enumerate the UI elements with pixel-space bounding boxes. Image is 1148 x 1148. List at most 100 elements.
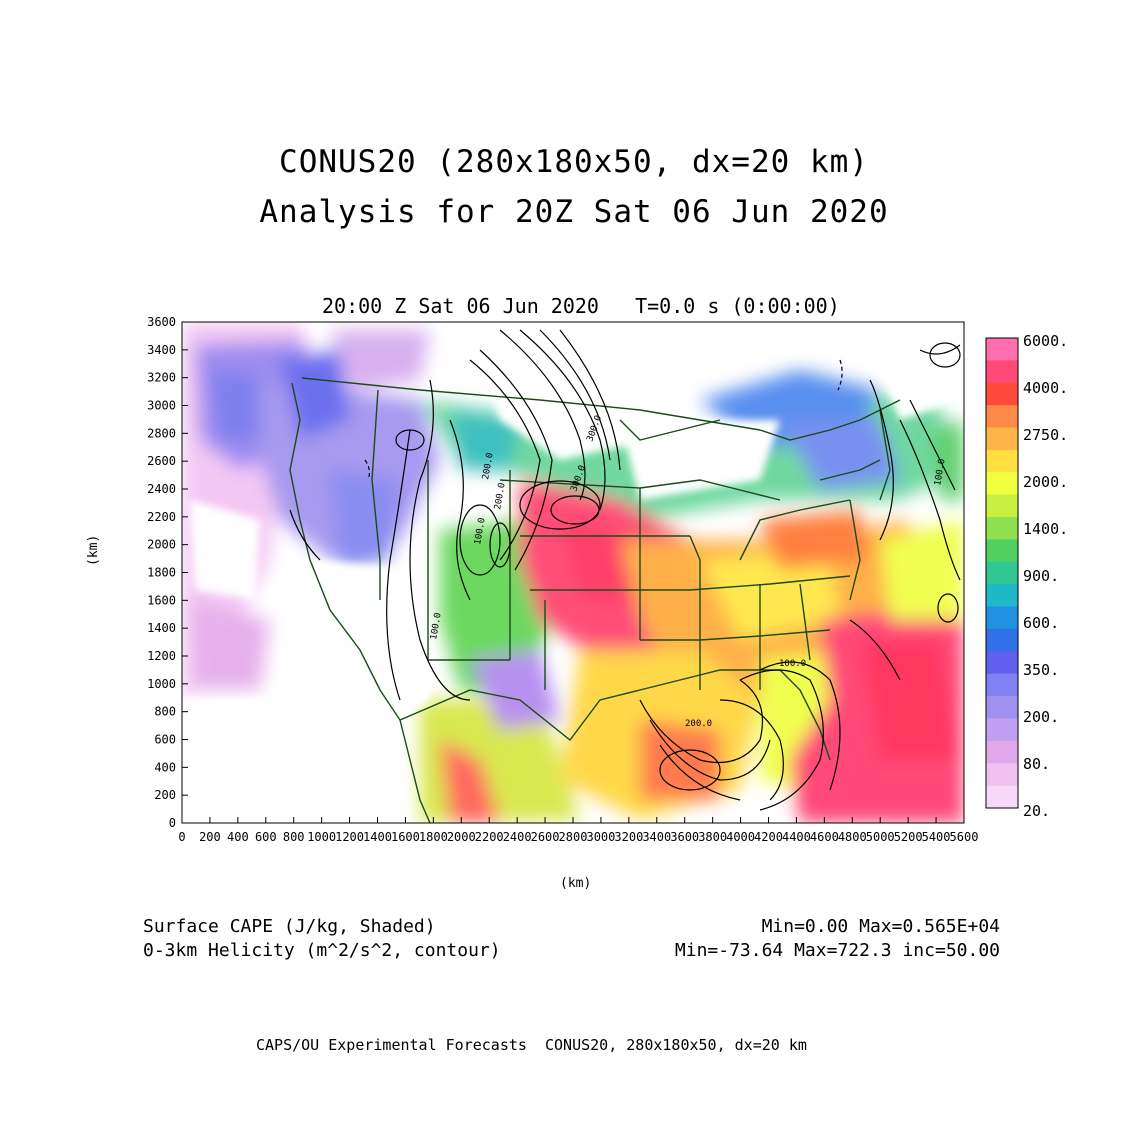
contour-label: 100.0: [429, 612, 444, 640]
x-axis-unit: (km): [560, 876, 592, 891]
x-tick-label: 3400: [642, 830, 671, 844]
colorbar-label: 2750.: [1023, 426, 1069, 444]
y-tick-label: 1600: [147, 593, 176, 607]
x-tick-label: 400: [227, 830, 249, 844]
colorbar-swatch: [986, 785, 1018, 809]
x-tick-label: 3600: [670, 830, 699, 844]
contour-label: 100.0: [779, 659, 806, 669]
y-tick-label: 200: [154, 788, 176, 802]
x-tick-label: 200: [199, 830, 221, 844]
colorbar-swatch: [986, 338, 1018, 361]
colorbar-swatch: [986, 360, 1018, 384]
map-boundaries: [289, 377, 901, 823]
y-tick-label: 800: [154, 705, 176, 719]
x-tick-label: 4000: [726, 830, 755, 844]
x-tick-label: 4800: [838, 830, 867, 844]
x-tick-label: 3000: [586, 830, 615, 844]
y-tick-label: 2200: [147, 510, 176, 524]
y-tick-label: 3600: [147, 315, 176, 329]
colorbar-swatch: [986, 740, 1018, 764]
colorbar-swatch: [986, 539, 1018, 563]
colorbar-label: 20.: [1023, 802, 1051, 820]
contour-label: 100.0: [933, 458, 948, 486]
y-tick-label: 3000: [147, 399, 176, 413]
x-tick-label: 0: [178, 830, 185, 844]
x-tick-label: 1200: [335, 830, 364, 844]
x-tick-label: 4200: [754, 830, 783, 844]
x-tick-label: 1800: [419, 830, 448, 844]
y-tick-label: 1400: [147, 621, 176, 635]
contour-label: 200.0: [481, 452, 496, 480]
x-tick-label: 600: [255, 830, 277, 844]
colorbar-swatch: [986, 606, 1018, 630]
colorbar-swatch: [986, 449, 1018, 473]
x-tick-label: 5400: [922, 830, 951, 844]
colorbar-label: 900.: [1023, 567, 1060, 585]
helicity-stats: Min=-73.64 Max=722.3 inc=50.00: [674, 940, 1000, 961]
y-tick-label: 2000: [147, 538, 176, 552]
cape-stats: Min=0.00 Max=0.565E+04: [761, 916, 1000, 937]
x-tick-label: 2400: [503, 830, 532, 844]
contour-label: 200.0: [685, 719, 712, 729]
x-tick-label: 2200: [475, 830, 504, 844]
title-line-2: Analysis for 20Z Sat 06 Jun 2020: [259, 194, 889, 230]
helicity-label: 0-3km Helicity (m^2/s^2, contour): [143, 940, 501, 961]
colorbar-label: 1400.: [1023, 520, 1069, 538]
colorbar: [985, 337, 1019, 809]
y-tick-label: 2400: [147, 482, 176, 496]
x-tick-label: 5600: [950, 830, 979, 844]
x-tick-label: 2600: [531, 830, 560, 844]
x-tick-label: 1600: [391, 830, 420, 844]
colorbar-swatch: [986, 382, 1018, 406]
x-tick-label: 5200: [894, 830, 923, 844]
y-tick-label: 3200: [147, 371, 176, 385]
colorbar-swatch: [986, 517, 1018, 540]
contour-label: 200.0: [493, 482, 508, 510]
colorbar-label: 80.: [1023, 755, 1051, 773]
colorbar-swatch: [986, 763, 1018, 787]
y-tick-label: 1200: [147, 649, 176, 663]
x-tick-label: 800: [283, 830, 305, 844]
colorbar-label: 2000.: [1023, 473, 1069, 491]
y-axis: 0 200 400 600 800 1000 1200 1400 1600 1800 2000 220…: [147, 315, 188, 830]
colorbar-swatch: [986, 561, 1018, 585]
title-line-1: CONUS20 (280x180x50, dx=20 km): [279, 144, 869, 180]
y-tick-label: 1800: [147, 566, 176, 580]
y-tick-label: 2800: [147, 426, 176, 440]
colorbar-label: 200.: [1023, 708, 1060, 726]
x-tick-label: 2800: [559, 830, 588, 844]
x-tick-label: 2000: [447, 830, 476, 844]
helicity-contours: [289, 329, 961, 811]
y-tick-label: 400: [154, 760, 176, 774]
x-tick-label: 5000: [866, 830, 895, 844]
footer-credit: CAPS/OU Experimental Forecasts CONUS20, …: [256, 1036, 807, 1054]
colorbar-swatch: [986, 673, 1018, 697]
y-tick-label: 3400: [147, 343, 176, 357]
colorbar-swatch: [986, 628, 1018, 652]
colorbar-swatch: [986, 405, 1018, 429]
x-tick-label: 1400: [363, 830, 392, 844]
y-tick-label: 1000: [147, 677, 176, 691]
colorbar-swatch: [986, 718, 1018, 742]
colorbar-swatch: [986, 696, 1018, 719]
colorbar-swatch: [986, 494, 1018, 518]
y-tick-label: 0: [169, 816, 176, 830]
x-tick-label: 4600: [810, 830, 839, 844]
colorbar-frame: [985, 337, 1019, 809]
y-tick-label: 600: [154, 733, 176, 747]
x-tick-label: 3800: [698, 830, 727, 844]
colorbar-swatch: [986, 472, 1018, 496]
x-tick-label: 1000: [307, 830, 336, 844]
colorbar-swatch: [986, 651, 1018, 675]
x-tick-label: 4400: [782, 830, 811, 844]
colorbar-label: 6000.: [1023, 332, 1069, 350]
y-axis-unit: (km): [86, 534, 101, 566]
cape-shading: [182, 322, 964, 823]
x-tick-label: 3200: [614, 830, 643, 844]
contour-label: 100.0: [473, 517, 488, 545]
plot-subtitle: 20:00 Z Sat 06 Jun 2020 T=0.0 s (0:00:00…: [322, 294, 840, 318]
x-axis: 0 200 400 600 800 1000 1200 1400 1600 1800 2000 220…: [178, 817, 978, 844]
colorbar-label: 600.: [1023, 614, 1060, 632]
colorbar-label: 350.: [1023, 661, 1060, 679]
